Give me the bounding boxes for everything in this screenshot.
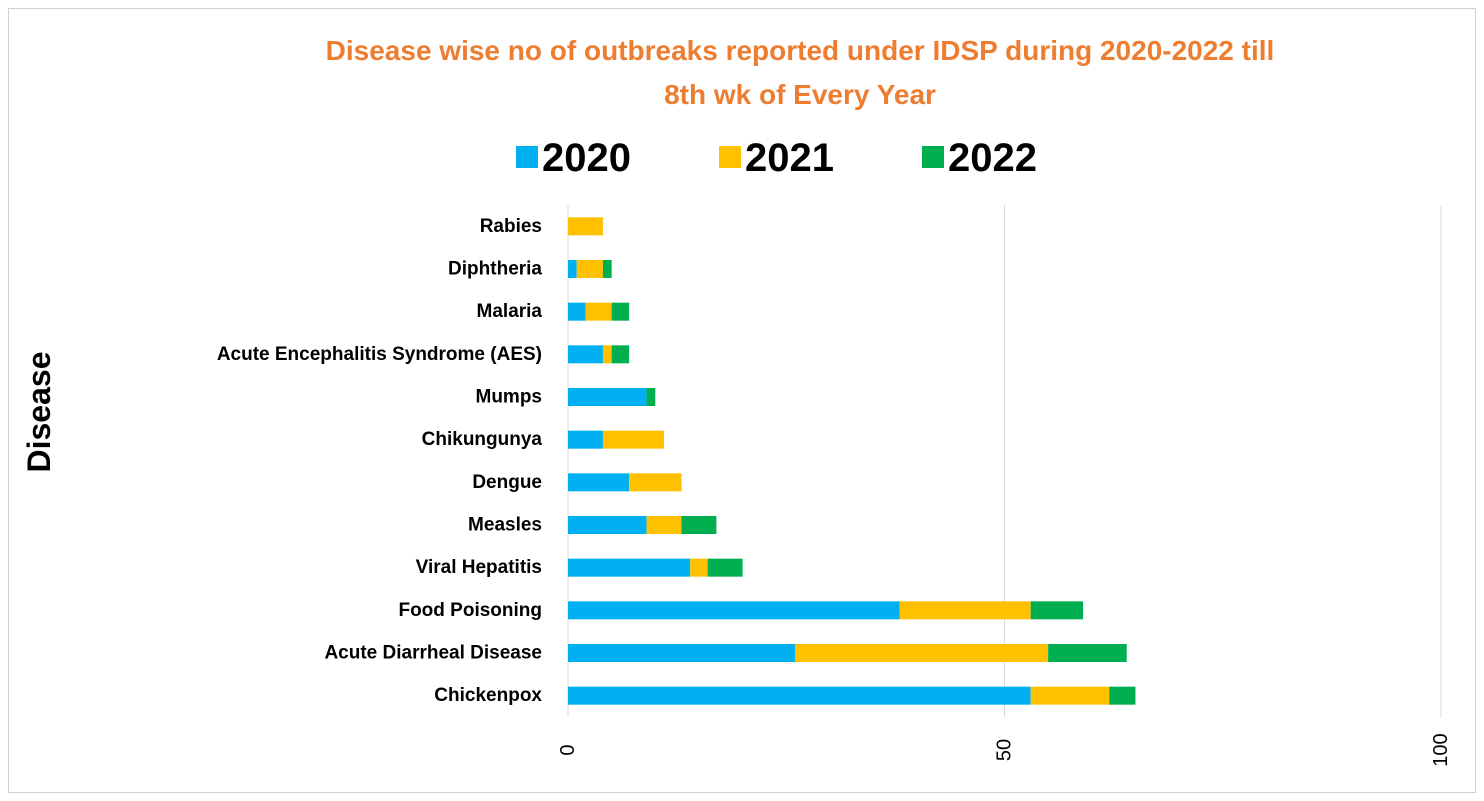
- bar-segment: [611, 302, 630, 321]
- category-label: Chickenpox: [434, 685, 542, 706]
- bar-segment: [690, 558, 708, 577]
- category-label: Chikungunya: [422, 429, 543, 450]
- chart-title-line-2: 8th wk of Every Year: [664, 79, 936, 110]
- category-label: Food Poisoning: [398, 600, 542, 621]
- category-label: Viral Hepatitis: [416, 557, 542, 578]
- bar-segment: [794, 644, 1049, 662]
- legend-swatch: [516, 146, 538, 168]
- chart-frame: [8, 8, 1476, 793]
- category-label: Acute Diarrheal Disease: [324, 643, 542, 664]
- bar-segment: [568, 516, 647, 534]
- bar-segment: [602, 430, 665, 449]
- bar-segment: [568, 260, 577, 278]
- x-tick-label: 50: [994, 739, 1016, 761]
- bar-segment: [568, 430, 603, 449]
- bar-segment: [899, 601, 1031, 620]
- x-tick-label: 0: [557, 744, 579, 755]
- bar-segment: [568, 686, 1031, 705]
- category-label: Dengue: [472, 472, 542, 493]
- bar-segment: [602, 260, 612, 278]
- bar-segment: [568, 601, 900, 620]
- bar-segment: [602, 345, 612, 364]
- bar-segment: [707, 558, 743, 577]
- bar-segment: [568, 558, 691, 577]
- category-label: Malaria: [477, 301, 543, 322]
- bar-segment: [568, 473, 630, 492]
- bar-segment: [568, 217, 603, 236]
- category-label: Acute Encephalitis Syndrome (AES): [217, 344, 542, 365]
- category-label: Diphtheria: [448, 259, 542, 280]
- bar-segment: [568, 388, 647, 406]
- bar-segment: [568, 302, 586, 321]
- x-tick-label: 100: [1430, 733, 1452, 766]
- legend-swatch: [719, 146, 741, 168]
- legend: 2020 2021 2022: [516, 136, 1037, 180]
- gridlines: [567, 205, 1442, 717]
- bar-segment: [646, 516, 682, 534]
- bar-segment: [1030, 601, 1084, 620]
- bar-segment: [568, 345, 603, 364]
- x-tick-labels: 0 50 100: [557, 733, 1452, 766]
- bar-segment: [576, 260, 603, 278]
- bars: [568, 217, 1136, 705]
- category-label: Mumps: [476, 387, 543, 408]
- bar-segment: [1030, 686, 1110, 705]
- y-axis-label: Disease: [21, 352, 57, 473]
- legend-label: 2022: [948, 136, 1037, 180]
- legend-label: 2021: [745, 136, 834, 180]
- bar-segment: [629, 473, 682, 492]
- bar-segment: [585, 302, 612, 321]
- category-label: Rabies: [480, 216, 542, 237]
- category-labels: Rabies Diphtheria Malaria Acute Encephaliti…: [217, 216, 543, 706]
- bar-segment: [611, 345, 630, 364]
- bar-segment: [1109, 686, 1136, 705]
- bar-segment: [568, 644, 795, 662]
- category-label: Measles: [468, 515, 542, 536]
- chart-title-line-1: Disease wise no of outbreaks reported un…: [326, 35, 1275, 66]
- legend-swatch: [922, 146, 944, 168]
- bar-segment: [1048, 644, 1127, 662]
- bar-segment: [681, 516, 717, 534]
- legend-label: 2020: [542, 136, 631, 180]
- bar-segment: [646, 388, 656, 406]
